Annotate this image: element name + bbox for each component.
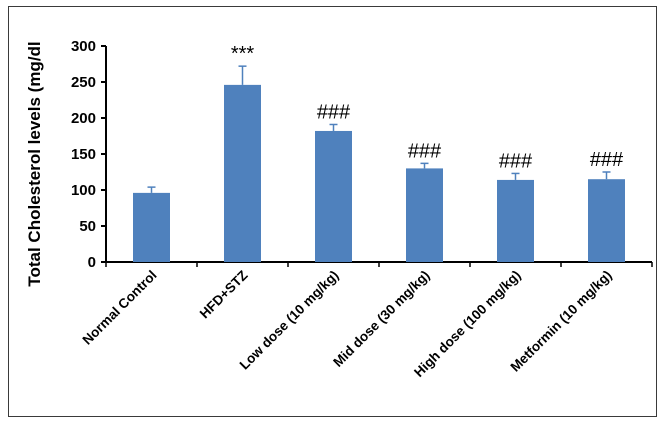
bar bbox=[497, 179, 534, 262]
y-tick-label: 50 bbox=[79, 218, 96, 235]
bar bbox=[406, 168, 443, 262]
significance-label: ### bbox=[499, 150, 533, 172]
y-tick-label: 200 bbox=[71, 110, 96, 127]
significance-label: *** bbox=[231, 43, 255, 65]
bar bbox=[315, 130, 352, 262]
x-tick-label: High dose (100 mg/kg) bbox=[411, 268, 523, 380]
y-tick-label: 0 bbox=[88, 254, 96, 271]
y-tick-label: 300 bbox=[71, 38, 96, 55]
y-tick-label: 150 bbox=[71, 146, 96, 163]
significance-label: ### bbox=[408, 140, 442, 162]
y-axis-label: Total Cholesterol levels (mg/dl bbox=[25, 41, 44, 286]
x-tick-label: Normal Control bbox=[80, 268, 160, 348]
y-tick-label: 250 bbox=[71, 74, 96, 91]
significance-label: ### bbox=[590, 149, 624, 171]
x-tick-label: Low dose (10 mg/kg) bbox=[237, 268, 342, 373]
x-tick-label: Mid dose (30 mg/kg) bbox=[330, 268, 432, 370]
x-tick-label: HFD+STZ bbox=[197, 268, 251, 322]
significance-label: ### bbox=[317, 101, 351, 123]
bar bbox=[224, 84, 261, 262]
bar bbox=[133, 192, 170, 262]
y-tick-label: 100 bbox=[71, 182, 96, 199]
x-tick-label: Metformin (10 mg/kg) bbox=[507, 268, 614, 375]
bar bbox=[588, 179, 625, 262]
